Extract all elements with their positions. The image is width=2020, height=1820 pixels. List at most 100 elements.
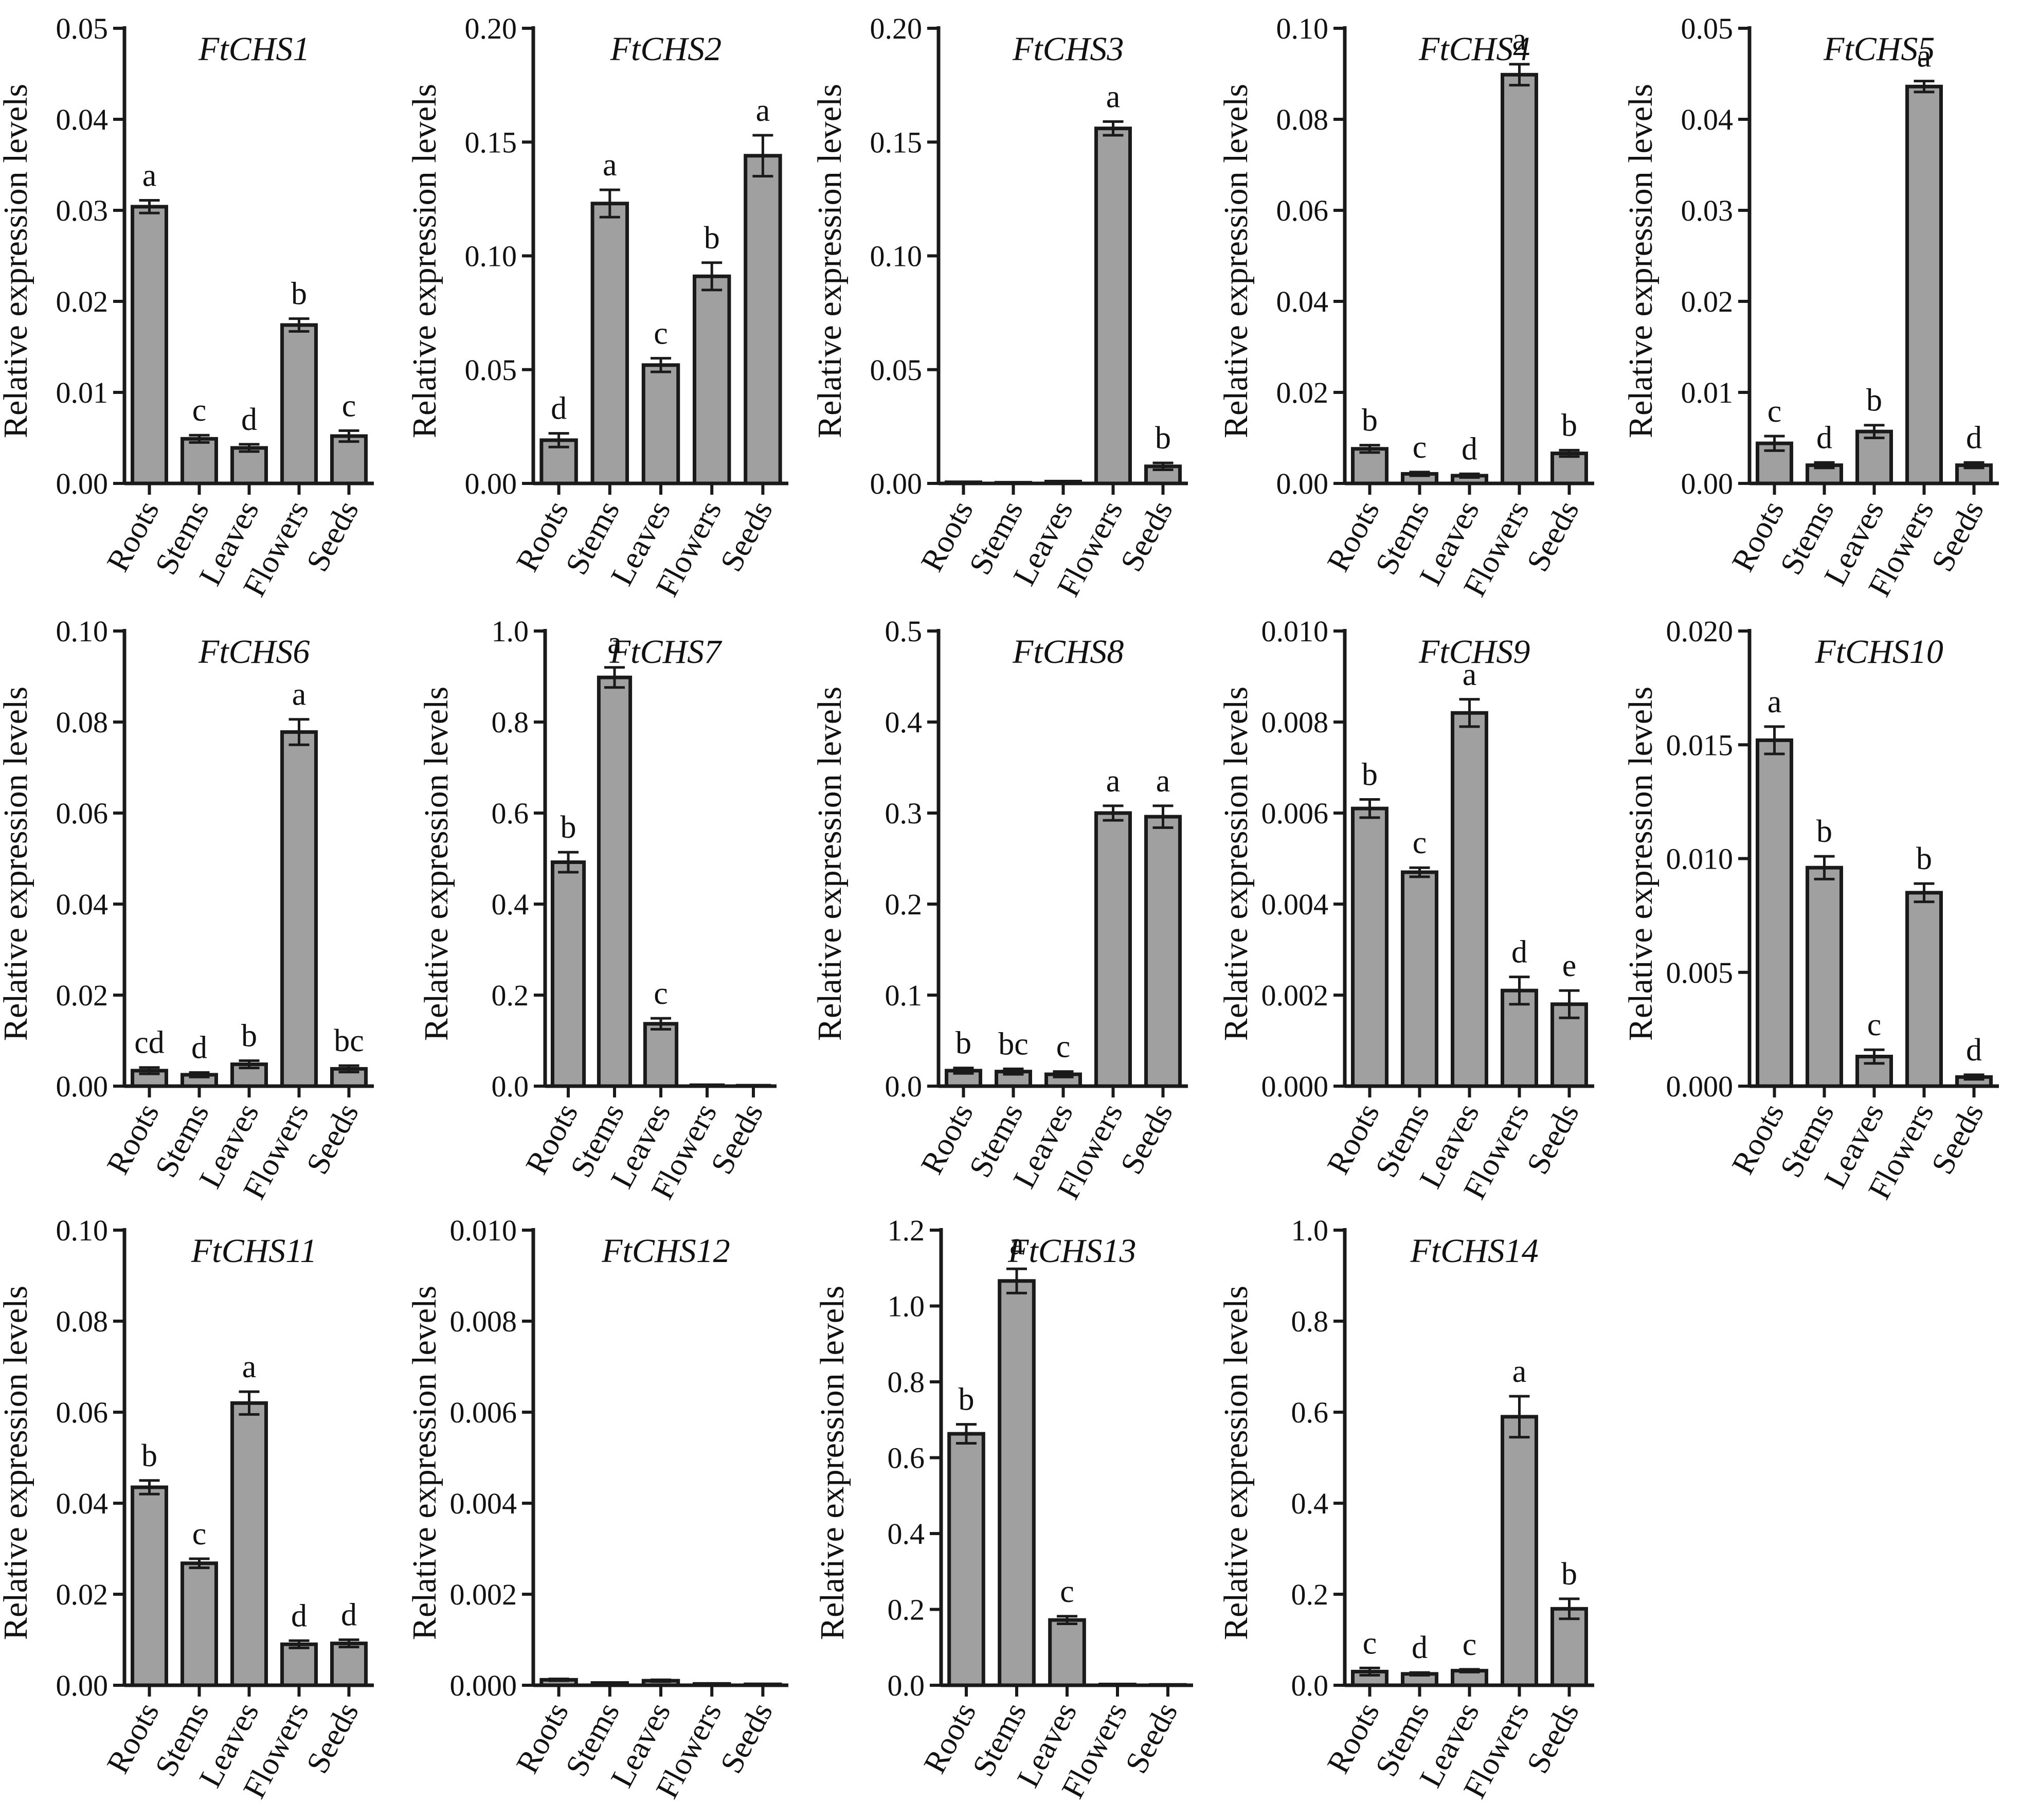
panel-ftchs9: 0.000 0.002 0.004 0.006 0.008 0.010 Relative e… xyxy=(1217,615,1594,1205)
y-tick-label: 0.00 xyxy=(870,467,923,500)
y-tick-label: 0.02 xyxy=(56,1578,109,1611)
panel-ftchs6: 0.00 0.02 0.04 0.06 0.08 0.10 Relative express… xyxy=(0,615,374,1205)
y-tick-label: 0.10 xyxy=(1276,12,1329,45)
significance-letter: c xyxy=(1363,1626,1377,1661)
panel-ftchs1: 0.00 0.01 0.02 0.03 0.04 0.05 Relative express… xyxy=(0,12,374,602)
significance-letter: c xyxy=(1413,430,1427,465)
significance-letter: b xyxy=(1866,383,1882,418)
y-tick-label: 0.02 xyxy=(1276,376,1329,409)
x-category-label: Seeds xyxy=(714,495,780,578)
y-tick-label: 0.02 xyxy=(1681,285,1734,318)
y-tick-label: 0.1 xyxy=(885,979,923,1012)
significance-letter: c xyxy=(192,393,207,428)
y-tick-label: 0.6 xyxy=(492,797,529,830)
y-tick-label: 0.0 xyxy=(1291,1669,1329,1702)
significance-letter: c xyxy=(1060,1574,1074,1609)
chart-title: FtCHS1 xyxy=(198,30,310,68)
panel-ftchs8: 0.0 0.1 0.2 0.3 0.4 0.5 Relative expression le… xyxy=(811,615,1188,1205)
significance-letter: d xyxy=(1816,420,1832,455)
bar-flowers xyxy=(1905,84,1943,485)
y-tick-label: 0.015 xyxy=(1666,728,1734,762)
bar-leaves xyxy=(1451,711,1488,1088)
y-tick-label: 0.02 xyxy=(56,285,109,318)
bar-flowers xyxy=(1094,811,1132,1088)
y-tick-label: 0.01 xyxy=(1681,376,1734,409)
y-tick-label: 0.04 xyxy=(56,888,109,921)
bar-roots xyxy=(131,205,168,485)
panel-ftchs10: 0.000 0.005 0.010 0.015 0.020 Relative expres… xyxy=(1622,615,1999,1205)
chart-title: FtCHS9 xyxy=(1418,633,1530,671)
y-tick-label: 0.04 xyxy=(1681,103,1734,136)
significance-letter: cd xyxy=(134,1025,165,1060)
bar-seeds xyxy=(330,1642,368,1687)
panel-ftchs2: 0.00 0.05 0.10 0.15 0.20 Relative expression … xyxy=(406,12,788,602)
y-tick-label: 0.15 xyxy=(465,125,517,159)
y-tick-label: 0.2 xyxy=(888,1593,925,1627)
bar-leaves xyxy=(230,446,268,485)
y-tick-label: 0.08 xyxy=(1276,103,1329,136)
y-tick-label: 0.06 xyxy=(56,1396,109,1429)
x-category-label: Seeds xyxy=(300,495,366,578)
bar-flowers xyxy=(692,1682,731,1687)
y-tick-label: 1.0 xyxy=(888,1290,925,1323)
x-category-label: Seeds xyxy=(1925,1098,1991,1180)
significance-letter: b xyxy=(141,1438,157,1473)
bar-stems xyxy=(1401,870,1438,1088)
y-tick-label: 0.10 xyxy=(465,240,517,273)
y-tick-label: 0.010 xyxy=(1261,615,1329,648)
x-category-label: Seeds xyxy=(1119,1697,1184,1779)
y-axis-title: Relative expression levels xyxy=(811,687,849,1041)
y-tick-label: 0.005 xyxy=(1666,956,1734,989)
y-axis-title: Relative expression levels xyxy=(1217,687,1255,1041)
chart-title: FtCHS4 xyxy=(1418,30,1530,68)
bar-roots xyxy=(1756,738,1793,1088)
bar-seeds xyxy=(1550,452,1588,485)
significance-letter: a xyxy=(1106,79,1121,114)
chart-title: FtCHS13 xyxy=(1007,1232,1136,1270)
significance-letter: d xyxy=(1511,935,1527,970)
bar-flowers xyxy=(692,274,731,485)
significance-letter: d xyxy=(551,391,567,426)
y-tick-label: 0.0 xyxy=(888,1669,925,1702)
bar-leaves xyxy=(641,363,680,485)
significance-letter: b xyxy=(1362,757,1378,792)
y-tick-label: 0.05 xyxy=(56,12,109,45)
y-tick-label: 0.06 xyxy=(1276,194,1329,227)
x-category-label: Seeds xyxy=(300,1697,366,1779)
bar-seeds xyxy=(330,434,368,485)
y-tick-label: 0.006 xyxy=(450,1396,517,1429)
y-tick-label: 0.04 xyxy=(1276,285,1329,318)
y-tick-label: 0.010 xyxy=(450,1214,517,1247)
significance-letter: bc xyxy=(334,1023,364,1058)
y-tick-label: 0.2 xyxy=(885,888,923,921)
y-tick-label: 0.8 xyxy=(492,706,529,739)
significance-letter: b xyxy=(704,221,720,256)
y-tick-label: 0.000 xyxy=(1666,1070,1734,1103)
y-tick-label: 1.2 xyxy=(888,1214,925,1247)
y-tick-label: 0.020 xyxy=(1666,615,1734,648)
y-tick-label: 0.08 xyxy=(56,1305,109,1338)
y-tick-label: 0.5 xyxy=(885,615,923,648)
chart-title: FtCHS3 xyxy=(1012,30,1124,68)
panel-ftchs4: 0.00 0.02 0.04 0.06 0.08 0.10 Relative express… xyxy=(1217,12,1594,602)
bar-seeds xyxy=(744,154,782,485)
y-tick-label: 0.8 xyxy=(1291,1305,1329,1338)
y-tick-label: 0.04 xyxy=(56,103,109,136)
significance-letter: a xyxy=(1917,39,1932,74)
chart-title: FtCHS2 xyxy=(610,30,722,68)
bar-flowers xyxy=(1501,988,1538,1088)
significance-letter: b xyxy=(1362,403,1378,438)
chart-title: FtCHS12 xyxy=(601,1232,730,1270)
y-axis-title: Relative expression levels xyxy=(1622,687,1660,1041)
y-tick-label: 0.008 xyxy=(450,1305,517,1338)
y-tick-label: 0.004 xyxy=(450,1487,517,1520)
y-tick-label: 0.10 xyxy=(56,615,109,648)
bar-stems xyxy=(590,1681,629,1687)
chart-title: FtCHS8 xyxy=(1012,633,1124,671)
bar-flowers xyxy=(1501,73,1538,485)
y-axis-title: Relative expression levels xyxy=(1217,84,1255,438)
bar-stems xyxy=(597,675,633,1088)
significance-letter: a xyxy=(142,158,157,193)
y-axis-title: Relative expression levels xyxy=(0,1286,34,1640)
